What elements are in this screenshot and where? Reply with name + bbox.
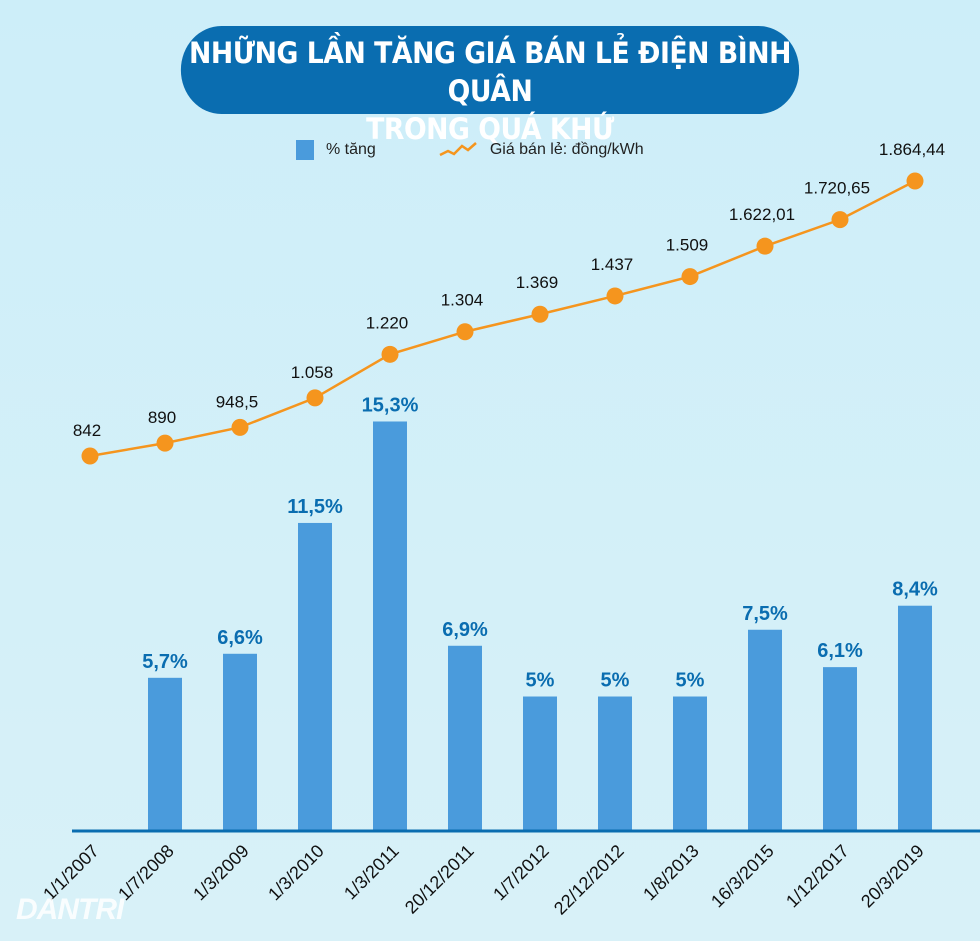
- x-tick-label: 1/7/2012: [489, 841, 553, 905]
- x-tick-label: 1/3/2010: [264, 841, 328, 905]
- bar-value-label: 6,6%: [217, 627, 263, 649]
- bar: [523, 696, 557, 830]
- price-point: [831, 211, 849, 229]
- bar-value-label: 6,1%: [817, 640, 863, 662]
- bar: [298, 522, 332, 830]
- x-tick-label: 1/7/2008: [114, 841, 178, 905]
- bar-value-label: 6,9%: [442, 619, 488, 641]
- bar: [373, 421, 407, 830]
- dantri-logo: DANTRI: [16, 893, 124, 926]
- price-label: 1.058: [291, 363, 334, 382]
- x-tick-label: 1/3/2011: [340, 841, 403, 904]
- price-point: [531, 305, 549, 323]
- bar: [823, 667, 857, 830]
- price-point: [381, 345, 399, 363]
- title-line-2: TRONG QUÁ KHỨ: [366, 112, 614, 146]
- bar: [448, 645, 482, 830]
- x-tick-label: 20/3/2019: [857, 841, 928, 912]
- price-label: 1.509: [666, 236, 709, 255]
- bar: [673, 696, 707, 830]
- price-label: 1.437: [591, 255, 634, 274]
- bar-value-label: 5%: [526, 670, 555, 692]
- price-label: 948,5: [216, 392, 259, 411]
- bar-value-label: 5%: [676, 670, 705, 692]
- bar-value-label: 5,7%: [142, 651, 188, 673]
- x-tick-label: 20/12/2011: [401, 841, 478, 918]
- bar-value-label: 5%: [601, 670, 630, 692]
- x-tick-label: 1/12/2017: [782, 841, 853, 912]
- bar: [223, 653, 257, 830]
- legend-bar-swatch: [296, 140, 314, 160]
- legend: % tăng Giá bán lẻ: đồng/kWh: [296, 140, 644, 160]
- x-tick-label: 22/12/2012: [550, 841, 628, 919]
- price-point: [456, 323, 474, 341]
- bar-value-label: 8,4%: [892, 579, 938, 601]
- bar-value-label: 7,5%: [742, 603, 788, 625]
- bar: [898, 605, 932, 830]
- legend-line-label: Giá bán lẻ: đồng/kWh: [489, 141, 644, 158]
- bar-value-label: 11,5%: [287, 496, 343, 518]
- x-tick-label: 1/8/2013: [639, 841, 703, 905]
- bar: [748, 629, 782, 830]
- price-point: [306, 389, 324, 407]
- chart-title: NHỮNG LẦN TĂNG GIÁ BÁN LẺ ĐIỆN BÌNH QUÂN…: [180, 26, 800, 146]
- price-point: [81, 447, 99, 465]
- price-label: 842: [73, 421, 101, 440]
- bar: [148, 677, 182, 830]
- price-label: 890: [148, 408, 176, 427]
- legend-line-icon: [439, 142, 477, 157]
- price-label: 1.304: [441, 291, 484, 310]
- price-label: 1.622,01: [729, 205, 795, 224]
- price-label: 1.720,65: [804, 179, 870, 198]
- title-line-1: NHỮNG LẦN TĂNG GIÁ BÁN LẺ ĐIỆN BÌNH QUÂN: [189, 36, 791, 108]
- price-label: 1.220: [366, 313, 409, 332]
- bar: [598, 696, 632, 830]
- legend-bar-label: % tăng: [326, 141, 376, 158]
- price-line: [89, 179, 916, 458]
- price-point: [231, 418, 249, 436]
- price-label: 1.864,44: [879, 140, 945, 159]
- bar-value-label: 15,3%: [362, 394, 419, 416]
- price-point: [756, 237, 774, 255]
- x-tick-label: 16/3/2015: [707, 841, 778, 912]
- x-tick-label: 1/3/2009: [189, 841, 253, 905]
- price-point: [156, 434, 174, 452]
- price-point: [681, 268, 699, 286]
- price-label: 1.369: [516, 273, 559, 292]
- price-point: [606, 287, 624, 305]
- price-point: [906, 172, 924, 190]
